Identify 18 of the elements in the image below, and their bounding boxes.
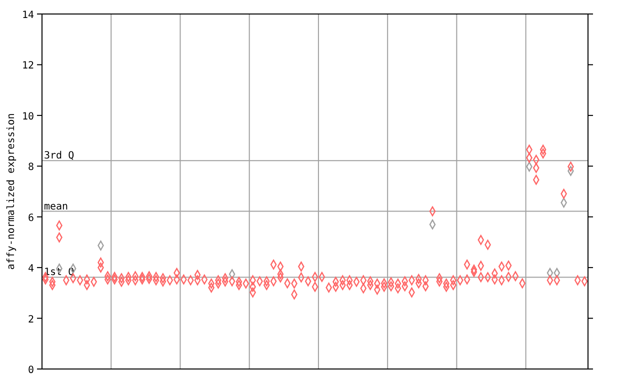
point [429, 220, 436, 230]
y-tick-label: 4 [28, 264, 34, 275]
ref-line-label: 3rd Q [44, 150, 74, 162]
point [42, 274, 49, 284]
point [464, 274, 470, 284]
point [436, 276, 443, 286]
y-tick-label: 10 [22, 111, 34, 122]
y-axis-title: affy-normalized expression [6, 113, 17, 270]
ref-line-label: mean [44, 201, 68, 212]
y-tick-label: 0 [28, 365, 34, 376]
y-tick-label: 2 [28, 314, 34, 326]
y-tick-label: 6 [28, 212, 34, 224]
point [540, 148, 546, 158]
y-tick-label: 12 [22, 60, 34, 72]
y-tick-label: 8 [28, 162, 34, 174]
point [111, 274, 118, 284]
y-tick-label: 14 [22, 10, 34, 21]
point [160, 276, 166, 286]
